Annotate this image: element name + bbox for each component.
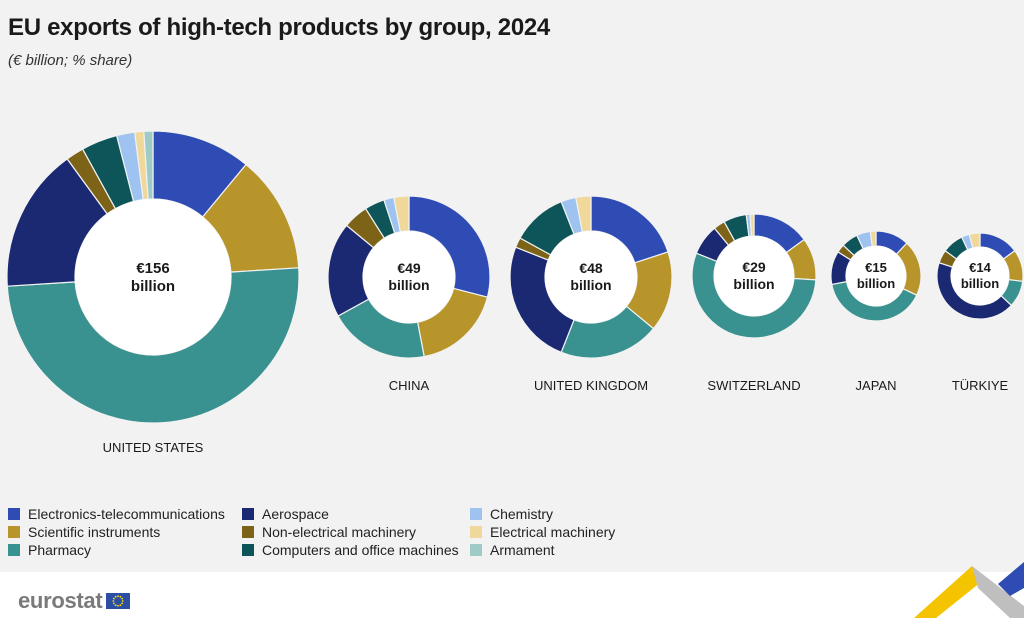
footer-bar: eurostat <box>0 562 1024 618</box>
legend-label: Non-electrical machinery <box>262 524 417 540</box>
legend-label: Armament <box>490 542 555 558</box>
eu-flag-icon <box>106 593 131 609</box>
legend-item-nonelectrical: Non-electrical machinery <box>242 524 416 540</box>
center-value: €49 <box>397 260 421 276</box>
center-unit: billion <box>961 276 999 291</box>
slice-electrical <box>749 213 755 237</box>
donut-hole <box>846 246 906 306</box>
legend-swatch <box>470 544 482 556</box>
legend-item-computers: Computers and office machines <box>242 542 459 558</box>
legend-item-armament: Armament <box>470 542 555 558</box>
center-unit: billion <box>388 277 429 293</box>
center-value: €156 <box>136 260 169 277</box>
donut-hole <box>75 199 231 355</box>
decorative-chevron-icon <box>914 562 1024 618</box>
country-label: TÜRKIYE <box>952 378 1009 393</box>
legend-label: Electronics-telecommunications <box>28 506 225 522</box>
country-label: SWITZERLAND <box>707 378 800 393</box>
legend-label: Electrical machinery <box>490 524 616 540</box>
country-label: UNITED KINGDOM <box>534 378 648 393</box>
legend-item-pharmacy: Pharmacy <box>8 542 91 558</box>
country-label: UNITED STATES <box>103 440 204 455</box>
center-unit: billion <box>570 277 611 293</box>
center-value: €48 <box>579 260 603 276</box>
legend-swatch <box>242 508 254 520</box>
center-unit: billion <box>733 276 774 292</box>
legend-swatch <box>242 526 254 538</box>
legend-item-scientific: Scientific instruments <box>8 524 160 540</box>
logo-text: eurostat <box>18 588 103 613</box>
legend-label: Pharmacy <box>28 542 92 558</box>
legend-swatch <box>242 544 254 556</box>
country-label: JAPAN <box>856 378 897 393</box>
legend-swatch <box>8 508 20 520</box>
legend-label: Aerospace <box>262 506 329 522</box>
legend-item-electronics: Electronics-telecommunications <box>8 506 225 522</box>
donut-hole <box>714 236 794 316</box>
legend-swatch <box>8 544 20 556</box>
legend-swatch <box>470 526 482 538</box>
legend-swatch <box>470 508 482 520</box>
donut-hole <box>545 231 637 323</box>
chart-title: EU exports of high-tech products by grou… <box>8 14 550 41</box>
donut-hole <box>951 247 1009 305</box>
donut-hole <box>363 231 455 323</box>
legend-item-aerospace: Aerospace <box>242 506 329 522</box>
center-unit: billion <box>131 278 175 295</box>
legend-label: Scientific instruments <box>28 524 161 540</box>
center-unit: billion <box>857 276 895 291</box>
legend-label: Chemistry <box>490 506 554 522</box>
center-value: €14 <box>969 260 991 275</box>
chart-legend: Electronics-telecommunications Scientific… <box>8 506 748 568</box>
center-value: €29 <box>742 259 766 275</box>
legend-item-chemistry: Chemistry <box>470 506 553 522</box>
legend-item-electrical: Electrical machinery <box>470 524 615 540</box>
legend-swatch <box>8 526 20 538</box>
eurostat-logo: eurostat <box>18 588 131 614</box>
center-value: €15 <box>865 260 887 275</box>
country-label: CHINA <box>389 378 430 393</box>
chart-subtitle: (€ billion; % share) <box>8 52 133 69</box>
legend-label: Computers and office machines <box>262 542 459 558</box>
slice-pharmacy <box>691 252 817 339</box>
